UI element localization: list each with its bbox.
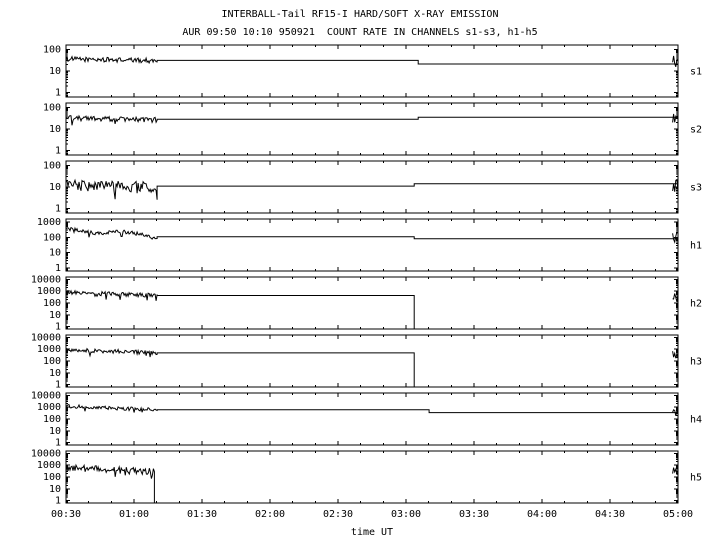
y-tick-label: 10000 <box>31 448 61 459</box>
panel-frame <box>65 44 679 98</box>
y-tick-label: 10000 <box>31 274 61 285</box>
trace-edge-burst-h5 <box>672 467 679 475</box>
trace-h5 <box>65 463 678 504</box>
panel-frame <box>65 218 679 272</box>
trace-edge-burst-s3 <box>672 178 679 192</box>
trace-h4 <box>65 403 678 414</box>
x-tick-label: 05:00 <box>663 509 693 520</box>
y-tick-label: 1 <box>55 88 61 99</box>
channel-label-h2: h2 <box>690 299 702 310</box>
y-tick-label: 1 <box>55 322 61 333</box>
y-tick-label: 100 <box>43 472 61 483</box>
y-tick-label: 100 <box>43 414 61 425</box>
y-tick-label: 1000 <box>37 217 61 228</box>
channel-label-s1: s1 <box>690 67 702 78</box>
y-tick-label: 1 <box>55 263 61 274</box>
x-axis-label: time UT <box>350 527 394 538</box>
channel-label-h4: h4 <box>690 415 702 426</box>
y-tick-label: 1000 <box>37 286 61 297</box>
y-tick-label: 100 <box>43 232 61 243</box>
y-tick-label: 1 <box>55 438 61 449</box>
panel-h1: 1000 100 10 1 h1 <box>37 217 702 274</box>
y-tick-label: 1000 <box>37 402 61 413</box>
trace-edge-burst-h4 <box>672 409 679 416</box>
x-tick-label: 04:00 <box>527 509 557 520</box>
y-tick-label: 100 <box>43 160 61 171</box>
y-tick-label: 10 <box>49 124 61 135</box>
trace-h3 <box>65 347 678 388</box>
x-tick-label: 01:30 <box>187 509 217 520</box>
y-tick-label: 1 <box>55 380 61 391</box>
y-tick-label: 10 <box>49 66 61 77</box>
x-tick-label: 02:30 <box>323 509 353 520</box>
panel-s3: 100 10 1 s3 <box>43 160 702 214</box>
trace-h1 <box>65 226 678 240</box>
y-tick-label: 10 <box>49 182 61 193</box>
trace-h2 <box>65 289 678 330</box>
y-tick-label: 1000 <box>37 460 61 471</box>
trace-edge-burst-s1 <box>672 55 679 67</box>
y-tick-label: 10 <box>49 368 61 379</box>
x-tick-label: 03:30 <box>459 509 489 520</box>
y-tick-label: 10 <box>49 426 61 437</box>
y-tick-label: 1 <box>55 496 61 507</box>
trace-s2 <box>65 114 678 126</box>
y-tick-label: 100 <box>43 356 61 367</box>
panel-frame <box>65 276 679 330</box>
channel-label-h3: h3 <box>690 357 702 368</box>
y-tick-label: 100 <box>43 44 61 55</box>
y-tick-label: 10 <box>49 484 61 495</box>
trace-s3 <box>65 178 678 200</box>
panel-frame <box>65 450 679 504</box>
panel-frame <box>65 160 679 214</box>
panel-s1: 100 10 1 s1 <box>43 44 702 98</box>
y-tick-label: 1000 <box>37 344 61 355</box>
channel-label-h1: h1 <box>690 241 702 252</box>
x-tick-label: 04:30 <box>595 509 625 520</box>
trace-edge-burst-s2 <box>672 113 679 123</box>
x-tick-label: 03:00 <box>391 509 421 520</box>
x-tick-label: 02:00 <box>255 509 285 520</box>
y-tick-label: 10000 <box>31 332 61 343</box>
trace-edge-burst-h2 <box>672 293 679 303</box>
trace-edge-burst-h1 <box>672 230 679 244</box>
panel-frame <box>65 102 679 156</box>
panel-s2: 100 10 1 s2 <box>43 102 702 156</box>
y-tick-label: 1 <box>55 204 61 215</box>
x-tick-label: 00:30 <box>51 509 81 520</box>
y-tick-label: 10 <box>49 310 61 321</box>
x-tick-label: 01:00 <box>119 509 149 520</box>
panel-frame <box>65 392 679 446</box>
y-tick-label: 10000 <box>31 390 61 401</box>
y-tick-label: 10 <box>49 248 61 259</box>
y-tick-label: 1 <box>55 146 61 157</box>
channel-label-s2: s2 <box>690 125 702 136</box>
trace-s1 <box>65 55 678 65</box>
chart-subtitle: AUR 09:50 10:10 950921 COUNT RATE IN CHA… <box>182 27 538 38</box>
y-tick-label: 100 <box>43 298 61 309</box>
y-tick-label: 100 <box>43 102 61 113</box>
trace-edge-burst-h3 <box>672 351 679 359</box>
channel-label-s3: s3 <box>690 183 702 194</box>
panel-frame <box>65 334 679 388</box>
channel-label-h5: h5 <box>690 473 702 484</box>
chart-title: INTERBALL-Tail RF15-I HARD/SOFT X-RAY EM… <box>221 9 499 20</box>
